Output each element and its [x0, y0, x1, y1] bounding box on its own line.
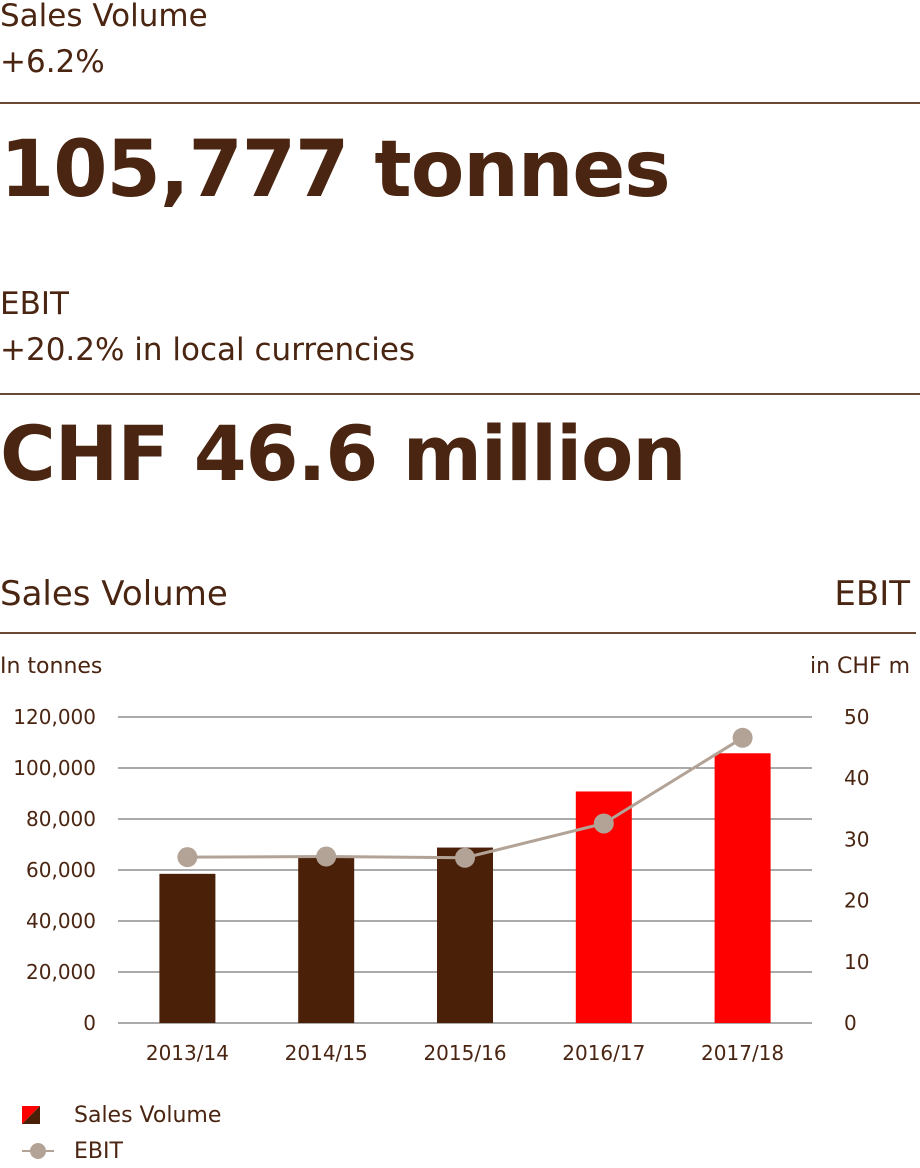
left-tick-label: 40,000	[26, 909, 96, 933]
x-tick-label: 2015/16	[423, 1041, 506, 1065]
legend-ebit: EBIT	[74, 1139, 123, 1164]
sales-volume-change: +6.2%	[0, 44, 105, 80]
legend-swatches	[22, 1106, 54, 1159]
ebit-point	[455, 847, 475, 868]
ebit-line	[187, 736, 744, 860]
x-tick-label: 2013/14	[146, 1041, 229, 1065]
bar	[298, 857, 355, 1023]
bar	[437, 847, 493, 1023]
sales-volume-value: 105,777 tonnes	[0, 125, 671, 215]
left-tick-label: 100,000	[13, 756, 96, 780]
ebit-label: EBIT	[0, 286, 69, 322]
left-tick-label: 80,000	[26, 807, 96, 831]
left-axis-unit: In tonnes	[0, 654, 103, 679]
x-tick-label: 2014/15	[285, 1041, 368, 1065]
x-tick-label: 2016/17	[562, 1041, 645, 1065]
ebit-point	[732, 727, 753, 748]
right-tick-label: 50	[844, 705, 869, 729]
x-tick-label: 2017/18	[701, 1041, 784, 1065]
right-tick-label: 10	[844, 950, 869, 974]
ebit-point	[593, 813, 614, 834]
bar	[159, 873, 216, 1023]
sales-volume-label: Sales Volume	[0, 0, 208, 34]
combo-chart: 0 20,000 40,000 60,000 80,000 100,000 120,000 0…	[13, 705, 869, 1065]
right-tick-label: 20	[844, 889, 869, 913]
left-tick-label: 0	[83, 1011, 96, 1035]
divider	[0, 102, 920, 104]
sales-volume-legend-icon	[22, 1106, 40, 1124]
ebit-point	[316, 846, 337, 867]
right-tick-label: 30	[844, 827, 869, 851]
ebit-change: +20.2% in local currencies	[0, 332, 416, 368]
right-tick-label: 0	[844, 1011, 857, 1035]
right-tick-label: 40	[844, 766, 869, 790]
ebit-legend-icon	[22, 1143, 54, 1159]
divider	[0, 393, 920, 395]
legend-sales-volume: Sales Volume	[74, 1103, 222, 1128]
left-tick-label: 60,000	[26, 858, 96, 882]
left-tick-label: 20,000	[26, 960, 96, 984]
left-tick-label: 120,000	[13, 705, 96, 729]
chart-right-heading: EBIT	[834, 574, 910, 614]
bar	[714, 753, 771, 1023]
ebit-value: CHF 46.6 million	[0, 409, 686, 498]
divider	[0, 632, 916, 634]
chart-left-heading: Sales Volume	[0, 574, 228, 614]
ebit-point	[177, 847, 198, 868]
right-axis-unit: in CHF m	[809, 654, 910, 679]
